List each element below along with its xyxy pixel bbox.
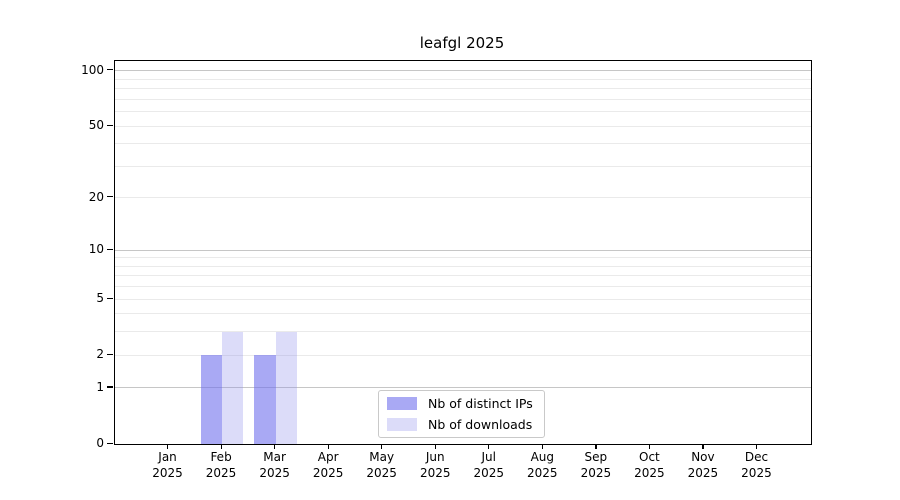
x-tick	[702, 444, 704, 450]
x-tick-month: Nov	[691, 450, 715, 464]
x-tick-label: Dec 2025	[716, 450, 796, 481]
gridline-minor	[115, 78, 811, 80]
x-tick-month: Apr	[317, 450, 339, 464]
y-tick	[107, 124, 113, 126]
x-tick-year: 2025	[634, 465, 665, 480]
gridline-minor	[115, 313, 811, 315]
x-tick	[755, 444, 758, 450]
gridline-minor	[115, 88, 811, 90]
x-tick	[381, 444, 383, 450]
gridline-minor	[115, 98, 811, 100]
legend-item: Nb of downloads	[385, 416, 538, 433]
legend-swatch-distinct-ips	[387, 397, 417, 410]
x-tick-month: Jan	[158, 450, 177, 464]
legend-label: Nb of distinct IPs	[428, 395, 533, 411]
gridline-minor	[115, 265, 811, 267]
y-tick-label: 100	[81, 62, 104, 77]
x-tick-month: Dec	[744, 450, 769, 464]
gridline-minor	[115, 286, 811, 288]
bar-distinct-ips	[254, 355, 276, 444]
x-tick-month: Jul	[481, 450, 496, 464]
x-tick	[488, 444, 490, 450]
x-tick-label: Aug 2025	[502, 450, 582, 481]
y-tick-label: 50	[88, 118, 104, 133]
x-tick-year: 2025	[580, 465, 612, 480]
x-tick	[327, 444, 329, 450]
x-tick-label: Jul 2025	[449, 450, 529, 481]
x-tick-year: 2025	[366, 465, 397, 480]
x-tick-month: May	[369, 450, 395, 464]
x-tick-year: 2025	[473, 465, 505, 480]
y-tick-label: 20	[88, 189, 104, 204]
x-tick-label: Apr 2025	[288, 450, 368, 481]
gridline-minor	[115, 257, 811, 259]
y-tick-label: 5	[96, 291, 104, 306]
x-tick-year: 2025	[687, 465, 719, 480]
x-tick-year: 2025	[741, 465, 772, 480]
legend-item: Nb of distinct IPs	[385, 395, 538, 412]
gridline-major	[115, 249, 811, 251]
gridline-minor	[115, 354, 811, 356]
bar-distinct-ips	[200, 355, 223, 444]
x-tick-month: Aug	[530, 450, 555, 464]
y-tick-label: 2	[96, 347, 104, 362]
gridline-major	[115, 387, 811, 389]
x-tick-year: 2025	[205, 465, 237, 480]
y-tick	[107, 196, 113, 198]
x-tick-label: Oct 2025	[609, 450, 689, 481]
x-tick-label: Nov 2025	[663, 450, 743, 481]
x-tick-month: Sep	[584, 450, 608, 464]
gridline-minor	[115, 111, 811, 113]
legend-swatch-downloads	[387, 418, 417, 431]
x-tick-label: Jun 2025	[395, 450, 475, 481]
x-tick	[274, 444, 276, 450]
x-tick	[541, 444, 543, 450]
y-tick	[107, 442, 113, 444]
x-tick-month: Jun	[425, 450, 445, 464]
gridline-minor	[115, 298, 811, 300]
y-tick-label: 10	[88, 242, 104, 257]
gridline-minor	[115, 197, 811, 199]
y-tick-label: 0	[96, 436, 104, 450]
x-tick-year: 2025	[152, 465, 183, 480]
x-tick	[595, 444, 597, 450]
y-tick-label: 1	[96, 379, 104, 394]
x-tick	[434, 444, 436, 450]
y-tick	[107, 69, 113, 71]
x-tick-year: 2025	[312, 465, 344, 480]
x-tick	[220, 444, 222, 450]
gridline-minor	[115, 165, 811, 167]
legend-label: Nb of downloads	[428, 416, 533, 432]
plot-area	[114, 60, 812, 445]
x-tick-label: Feb 2025	[181, 450, 261, 481]
x-tick-label: Jan 2025	[128, 450, 208, 481]
gridline-minor	[115, 125, 811, 127]
chart-title: leafgl 2025	[419, 34, 505, 52]
gridline-major	[115, 70, 811, 72]
x-tick-month: Mar	[263, 450, 286, 464]
x-tick	[648, 444, 651, 450]
x-tick	[167, 444, 169, 450]
y-tick	[107, 248, 113, 250]
gridline-minor	[115, 143, 811, 145]
y-tick	[107, 297, 113, 299]
bar-downloads	[222, 331, 244, 444]
bar-downloads	[275, 331, 298, 444]
x-tick-label: Sep 2025	[556, 450, 636, 481]
legend: Nb of distinct IPs Nb of downloads	[378, 390, 545, 438]
x-tick-year: 2025	[259, 465, 290, 480]
x-tick-year: 2025	[527, 465, 558, 480]
x-tick-month: Feb	[210, 450, 232, 464]
y-tick	[107, 353, 113, 355]
y-tick	[107, 386, 113, 388]
x-tick-year: 2025	[419, 465, 451, 480]
x-tick-month: Oct	[639, 450, 660, 464]
x-tick-label: May 2025	[342, 450, 422, 481]
x-tick-label: Mar 2025	[235, 450, 315, 481]
gridline-minor	[115, 275, 811, 277]
gridline-minor	[115, 331, 811, 333]
